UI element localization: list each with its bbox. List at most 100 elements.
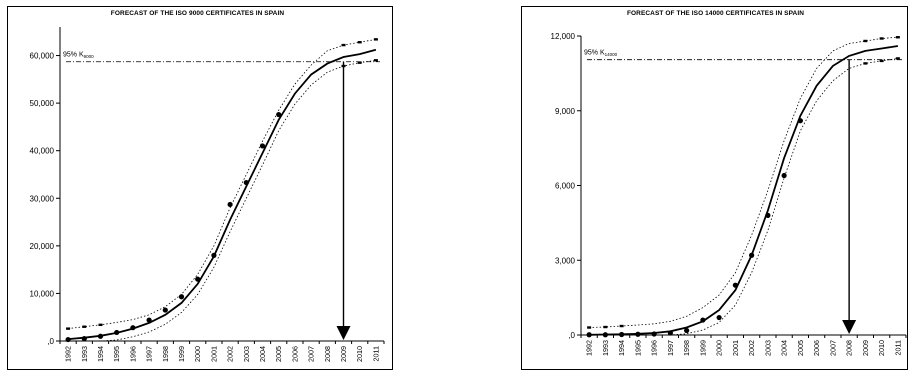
x-tick-label: 2009 — [339, 346, 348, 362]
k95-label-subscript: 9000 — [84, 54, 95, 59]
observed-point — [716, 314, 722, 321]
x-tick-label: 1999 — [177, 346, 186, 362]
observed-point — [195, 276, 201, 282]
band-marker — [341, 43, 346, 47]
y-tick-label: 12,000 — [551, 32, 576, 41]
x-tick-label: 2011 — [371, 346, 380, 361]
x-tick-label: 2003 — [242, 346, 251, 362]
y-tick-label: ,0 — [568, 331, 575, 340]
x-tick-label: 1993 — [601, 340, 610, 356]
x-tick-label: 2008 — [845, 340, 854, 356]
x-tick-label: 2006 — [290, 346, 299, 362]
x-tick-label: 2011 — [893, 340, 902, 355]
x-tick-label: 2006 — [812, 340, 821, 356]
arrow-head — [842, 320, 857, 334]
band-marker — [879, 37, 884, 40]
band-marker — [66, 327, 71, 330]
x-tick-label: 1995 — [112, 346, 121, 362]
band-marker — [895, 36, 900, 39]
x-tick-label: 1998 — [682, 340, 691, 356]
observed-point — [243, 179, 249, 186]
observed-point — [602, 332, 608, 338]
x-tick-label: 1996 — [128, 346, 137, 362]
observed-point — [765, 212, 771, 218]
k95-label: 95% K9000 — [63, 52, 94, 60]
band-marker — [895, 57, 900, 60]
x-tick-label: 2008 — [323, 346, 332, 362]
band-marker — [82, 325, 87, 328]
x-tick-label: 1994 — [617, 340, 626, 356]
y-tick-label: 3,000 — [555, 256, 576, 265]
observed-point — [700, 317, 706, 323]
observed-point — [65, 336, 71, 343]
observed-point — [97, 333, 104, 339]
observed-point — [178, 294, 185, 300]
observed-point — [586, 332, 592, 338]
x-tick-label: 2004 — [780, 340, 789, 356]
y-tick-label: 20,000 — [30, 242, 55, 251]
x-tick-label: 2003 — [763, 340, 772, 356]
lower-band-line — [68, 59, 376, 342]
chart-title: FORECAST OF THE ISO 14000 CERTIFICATES I… — [626, 10, 805, 17]
observed-point — [732, 282, 738, 288]
iso14000-chart-panel: FORECAST OF THE ISO 14000 CERTIFICATES I… — [521, 0, 910, 370]
y-tick-label: 50,000 — [30, 99, 55, 108]
x-tick-label: 1993 — [80, 346, 89, 362]
band-marker — [603, 325, 608, 329]
x-tick-label: 2001 — [209, 346, 218, 362]
band-marker — [357, 41, 362, 44]
x-tick-label: 1995 — [633, 340, 642, 356]
upper-band-line — [589, 36, 898, 328]
observed-point — [259, 143, 266, 149]
observed-point — [276, 111, 282, 118]
observed-point — [797, 118, 803, 124]
y-tick-label: 10,000 — [30, 289, 55, 298]
band-marker — [619, 324, 624, 328]
observed-point — [651, 331, 657, 337]
iso9000-chart-svg: ,0 10,000 20,000 30,000 40,000 50,000 60,000 19… — [30, 27, 385, 362]
observed-point — [635, 331, 641, 337]
x-tick-label: 1997 — [666, 340, 675, 356]
observed-point — [781, 172, 787, 179]
y-tick-label: ,0 — [47, 337, 54, 346]
x-tick-label: 1998 — [161, 346, 170, 362]
iso14000-chart-svg: ,0 3,000 6,000 9,000 12,000 1992 1993 1994 1995 1… — [551, 32, 907, 356]
x-tick-label: 2005 — [274, 346, 283, 362]
band-marker — [587, 326, 592, 329]
band-marker — [373, 59, 378, 62]
x-tick-label: 2009 — [861, 340, 870, 356]
x-tick-label: 1996 — [650, 340, 659, 356]
band-marker — [863, 62, 868, 65]
band-marker — [863, 39, 868, 43]
x-tick-label: 1997 — [145, 346, 154, 362]
x-tick-label: 2007 — [307, 346, 316, 362]
x-tick-label: 2002 — [747, 340, 756, 356]
x-tick-label: 1994 — [96, 346, 105, 362]
x-tick-label: 2004 — [258, 346, 267, 362]
iso9000-chart-panel: FORECAST OF THE ISO 9000 CERTIFICATES IN… — [0, 0, 395, 370]
arrow-head — [336, 326, 351, 340]
observed-point — [667, 330, 673, 336]
observed-point — [684, 327, 690, 334]
lower-band-line — [589, 58, 898, 336]
observed-point — [81, 336, 87, 342]
band-marker — [357, 61, 362, 64]
observed-point — [130, 325, 136, 331]
observed-point — [619, 331, 625, 338]
x-tick-label: 2010 — [355, 346, 364, 362]
forecast-fit-line — [589, 45, 899, 336]
y-tick-label: 9,000 — [555, 107, 576, 116]
x-tick-label: 1999 — [698, 340, 707, 356]
observed-point — [114, 329, 120, 336]
upper-band-line — [68, 39, 376, 329]
y-tick-label: 40,000 — [30, 147, 55, 156]
x-tick-label: 2005 — [796, 340, 805, 356]
band-marker — [98, 323, 103, 327]
chart-title: FORECAST OF THE ISO 9000 CERTIFICATES IN… — [110, 10, 285, 17]
y-tick-label: 60,000 — [30, 52, 55, 61]
x-tick-label: 1992 — [585, 340, 594, 356]
observed-point — [211, 252, 217, 258]
band-marker — [879, 59, 884, 63]
forecast-fit-line — [68, 48, 377, 340]
band-marker — [373, 38, 378, 41]
